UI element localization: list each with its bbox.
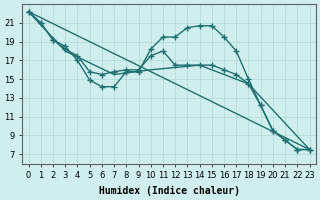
X-axis label: Humidex (Indice chaleur): Humidex (Indice chaleur) (99, 186, 240, 196)
